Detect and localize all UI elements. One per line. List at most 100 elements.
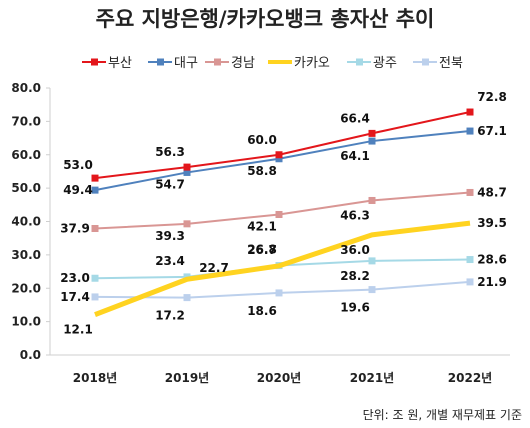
y-tick-label: 70.0: [11, 114, 41, 128]
y-tick-label: 10.0: [11, 315, 41, 329]
legend-item: 광주: [347, 56, 397, 71]
series-4: [94, 220, 471, 317]
legend-label: 대구: [174, 56, 198, 71]
legend-label: 전북: [439, 56, 463, 71]
data-point: [183, 168, 191, 176]
data-label: 36.0: [340, 243, 370, 257]
data-point: [466, 108, 474, 116]
y-tick-label: 40.0: [11, 215, 41, 229]
data-label: 53.0: [63, 158, 93, 172]
legend-label: 경남: [231, 56, 255, 71]
y-tick-label: 30.0: [11, 248, 41, 262]
series-3: [91, 188, 474, 233]
series-line: [94, 191, 471, 230]
legend: 부산 대구 경남 카카오 광주 전북: [82, 56, 463, 71]
x-tick-label: 2020년: [257, 371, 301, 385]
x-axis: 2018년 2019년 2020년 2021년 2022년: [50, 354, 510, 385]
y-tick-label: 20.0: [11, 281, 41, 295]
series-line: [94, 111, 471, 180]
data-label: 26.7: [247, 243, 277, 257]
y-tick-label: 50.0: [11, 181, 41, 195]
data-label: 39.3: [155, 229, 185, 243]
data-point: [183, 294, 191, 302]
series-2: [91, 127, 474, 194]
data-label: 66.4: [340, 111, 370, 125]
data-label: 19.6: [340, 301, 370, 315]
data-label: 17.2: [155, 309, 185, 323]
legend-swatch-marker: [422, 58, 429, 66]
data-point: [275, 151, 283, 159]
data-label: 64.1: [340, 149, 370, 163]
data-point: [275, 289, 283, 297]
series-5: [91, 256, 474, 282]
legend-item: 대구: [148, 56, 198, 71]
data-point: [91, 293, 99, 301]
data-label: 67.1: [477, 124, 507, 138]
data-label: 56.3: [155, 145, 185, 159]
legend-swatch-marker: [157, 58, 164, 66]
data-label: 23.4: [155, 254, 185, 268]
data-point: [275, 155, 283, 163]
legend-item: 전북: [413, 56, 463, 71]
x-tick-label: 2018년: [73, 371, 117, 385]
data-label: 28.2: [340, 269, 370, 283]
legend-swatch-marker: [214, 58, 221, 66]
legend-swatch-marker: [91, 58, 98, 66]
y-tick-label: 0.0: [20, 348, 41, 362]
data-point: [368, 196, 376, 204]
data-point: [466, 127, 474, 135]
data-label: 37.9: [60, 222, 90, 236]
y-axis: 0.0 10.0 20.0 30.0 40.0 50.0 60.0 70.0 80.0: [11, 81, 51, 362]
data-label: 54.7: [155, 177, 185, 191]
data-point: [466, 188, 474, 196]
legend-swatch-marker: [356, 58, 363, 66]
data-point: [91, 174, 99, 182]
data-label: 28.6: [477, 253, 507, 267]
x-tick-label: 2021년: [350, 371, 394, 385]
y-tick-label: 60.0: [11, 148, 41, 162]
data-label: 26.8: [247, 243, 277, 257]
legend-label: 광주: [373, 56, 397, 71]
data-point: [466, 278, 474, 286]
data-label: 48.7: [477, 185, 507, 199]
data-point: [91, 274, 99, 282]
series-6: [91, 278, 474, 302]
data-label: 18.6: [247, 304, 277, 318]
data-label: 58.8: [247, 164, 277, 178]
legend-item: 부산: [82, 56, 132, 71]
data-label: 46.3: [340, 208, 370, 222]
data-point: [91, 225, 99, 233]
data-point: [368, 257, 376, 265]
data-point: [183, 220, 191, 228]
series-line: [94, 220, 471, 317]
data-point: [466, 256, 474, 264]
data-label: 49.4: [63, 183, 93, 197]
legend-label: 부산: [108, 56, 132, 71]
series-1: [91, 108, 474, 182]
chart-title: 주요 지방은행/카카오뱅크 총자산 추이: [96, 7, 435, 31]
data-point: [91, 186, 99, 194]
data-label: 60.0: [247, 133, 277, 147]
data-point: [368, 137, 376, 145]
legend-item: 경남: [205, 56, 255, 71]
data-label: 22.7: [199, 261, 229, 275]
legend-item: 카카오: [268, 56, 330, 71]
x-tick-label: 2022년: [448, 371, 492, 385]
data-point: [368, 129, 376, 137]
plot-area: [91, 108, 474, 317]
data-label: 39.5: [477, 216, 507, 230]
x-tick-label: 2019년: [165, 371, 209, 385]
data-point: [368, 286, 376, 294]
data-labels: 53.0 56.3 60.0 66.4 72.8 49.4 54.7 58.8 64.1 67.1…: [60, 90, 507, 337]
data-label: 12.1: [63, 323, 93, 337]
data-point: [275, 210, 283, 218]
data-label: 17.4: [60, 290, 90, 304]
data-point: [183, 163, 191, 171]
data-label: 72.8: [477, 90, 507, 104]
y-tick-label: 80.0: [11, 81, 41, 95]
data-label: 21.9: [477, 275, 507, 289]
unit-note: 단위: 조 원, 개별 재무제표 기준: [363, 408, 522, 422]
legend-label: 카카오: [294, 56, 330, 71]
data-label: 42.1: [247, 219, 277, 233]
